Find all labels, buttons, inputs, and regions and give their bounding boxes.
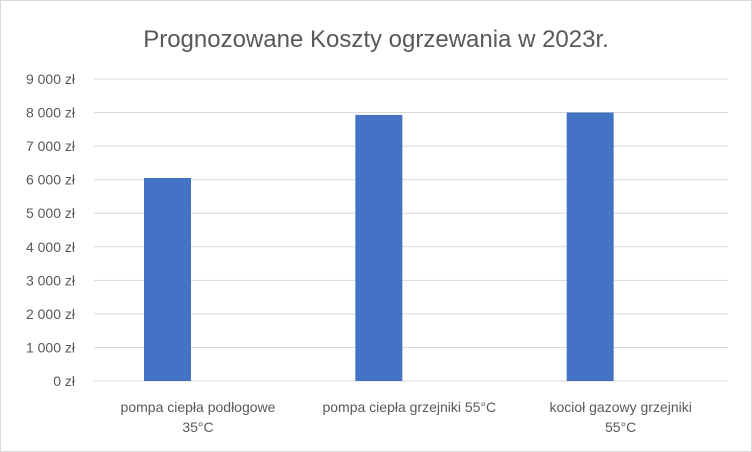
bar [355,114,403,381]
x-category-label: pompa ciepła grzejniki 55°C [322,399,496,415]
y-tick-label: 6 000 zł [26,172,76,188]
y-tick-label: 7 000 zł [26,138,76,154]
y-tick-label: 0 zł [53,373,76,389]
x-category-label: 35°C [182,419,213,435]
x-category-label: kocioł gazowy grzejniki [549,399,691,415]
y-tick-label: 8 000 zł [26,105,76,121]
x-category-label: pompa ciepła podłogowe [121,399,276,415]
chart-title: Prognozowane Koszty ogrzewania w 2023r. [143,26,609,53]
y-tick-label: 1 000 zł [26,339,76,355]
bar [566,112,614,382]
y-tick-label: 4 000 zł [26,239,76,255]
y-tick-label: 3 000 zł [26,272,76,288]
y-tick-label: 9 000 zł [26,71,76,87]
x-category-label: 55°C [605,419,636,435]
gridlines [94,78,728,382]
x-axis-category-labels: pompa ciepła podłogowe 35°C pompa ciepła g… [121,399,692,435]
y-tick-label: 5 000 zł [26,205,76,221]
y-axis-tick-labels: 0 zł 1 000 zł 2 000 zł 3 000 zł 4 000 zł 5 00… [26,71,76,389]
bar [144,177,191,381]
bars [144,112,614,382]
y-tick-label: 2 000 zł [26,306,76,322]
